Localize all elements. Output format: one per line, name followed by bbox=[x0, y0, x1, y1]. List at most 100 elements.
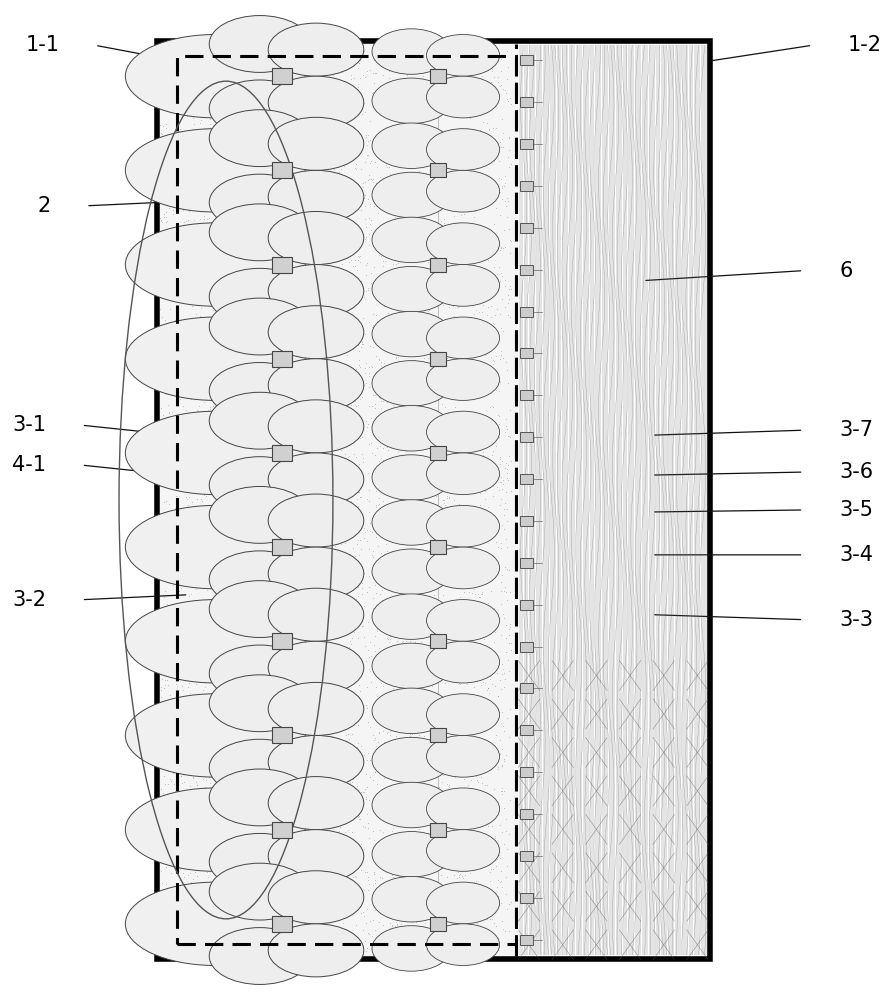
Point bbox=[409, 574, 424, 590]
Point bbox=[190, 916, 204, 932]
Point bbox=[477, 326, 492, 342]
Point bbox=[207, 376, 221, 392]
Point bbox=[481, 367, 495, 383]
Point bbox=[350, 397, 365, 413]
Point bbox=[473, 40, 487, 56]
Point bbox=[352, 456, 367, 472]
Point bbox=[472, 49, 486, 65]
Point bbox=[450, 216, 464, 232]
Point bbox=[392, 315, 406, 331]
Point bbox=[481, 648, 495, 664]
Point bbox=[237, 174, 251, 190]
Point bbox=[205, 794, 219, 810]
Point bbox=[463, 726, 477, 742]
Point bbox=[353, 898, 367, 914]
Point bbox=[424, 478, 438, 494]
Point bbox=[502, 923, 517, 939]
Point bbox=[325, 265, 339, 281]
Point bbox=[372, 725, 386, 741]
Point bbox=[417, 440, 432, 456]
Point bbox=[478, 73, 493, 89]
Point bbox=[413, 890, 427, 906]
Point bbox=[237, 192, 251, 208]
Point bbox=[478, 410, 493, 426]
Point bbox=[447, 102, 461, 118]
Point bbox=[476, 427, 490, 443]
Point bbox=[325, 220, 340, 236]
Point bbox=[443, 354, 457, 370]
Point bbox=[265, 261, 279, 277]
Point bbox=[279, 631, 293, 647]
Point bbox=[350, 374, 365, 390]
Point bbox=[338, 356, 352, 372]
Point bbox=[410, 210, 425, 226]
Point bbox=[477, 631, 491, 647]
Point bbox=[234, 193, 249, 209]
Point bbox=[460, 800, 474, 816]
Point bbox=[386, 659, 401, 675]
Point bbox=[294, 747, 308, 763]
Point bbox=[401, 713, 415, 729]
Point bbox=[250, 463, 265, 479]
Point bbox=[405, 750, 419, 766]
Point bbox=[211, 622, 225, 638]
Point bbox=[396, 665, 410, 681]
Point bbox=[383, 93, 397, 109]
Point bbox=[307, 290, 321, 306]
Point bbox=[272, 796, 286, 812]
Point bbox=[415, 107, 429, 123]
Point bbox=[313, 52, 327, 68]
Point bbox=[172, 371, 186, 387]
Point bbox=[191, 403, 206, 419]
Point bbox=[342, 317, 357, 333]
Point bbox=[329, 86, 343, 102]
Point bbox=[201, 297, 215, 313]
Point bbox=[443, 413, 457, 429]
Point bbox=[160, 241, 174, 257]
Ellipse shape bbox=[426, 924, 500, 966]
Point bbox=[168, 614, 182, 630]
Point bbox=[227, 841, 241, 857]
Point bbox=[306, 579, 320, 595]
Point bbox=[423, 603, 437, 619]
Point bbox=[154, 682, 168, 698]
Point bbox=[229, 294, 243, 310]
Point bbox=[468, 724, 483, 740]
Point bbox=[299, 548, 313, 564]
Point bbox=[195, 493, 209, 509]
Point bbox=[213, 648, 227, 664]
Point bbox=[414, 800, 428, 816]
Point bbox=[367, 922, 382, 938]
Point bbox=[226, 758, 240, 774]
Point bbox=[301, 503, 316, 519]
Point bbox=[267, 281, 282, 297]
Point bbox=[363, 913, 377, 929]
Point bbox=[175, 682, 190, 698]
Point bbox=[158, 454, 173, 470]
Point bbox=[307, 692, 321, 708]
Point bbox=[458, 550, 472, 566]
Point bbox=[318, 129, 333, 145]
Point bbox=[160, 460, 174, 476]
Point bbox=[462, 146, 477, 162]
Point bbox=[375, 354, 389, 370]
Point bbox=[297, 98, 311, 114]
Point bbox=[207, 515, 222, 531]
Point bbox=[485, 903, 499, 919]
Point bbox=[299, 168, 314, 184]
Point bbox=[343, 562, 358, 578]
Point bbox=[235, 189, 249, 205]
Point bbox=[385, 823, 400, 839]
Point bbox=[328, 799, 342, 815]
Point bbox=[367, 823, 381, 839]
Point bbox=[224, 391, 239, 407]
Point bbox=[225, 146, 240, 162]
Point bbox=[232, 891, 246, 907]
Point bbox=[381, 718, 395, 734]
Point bbox=[175, 544, 190, 560]
Point bbox=[154, 335, 168, 351]
Point bbox=[455, 766, 469, 782]
Point bbox=[264, 427, 278, 443]
Point bbox=[291, 565, 305, 581]
Point bbox=[335, 699, 350, 715]
